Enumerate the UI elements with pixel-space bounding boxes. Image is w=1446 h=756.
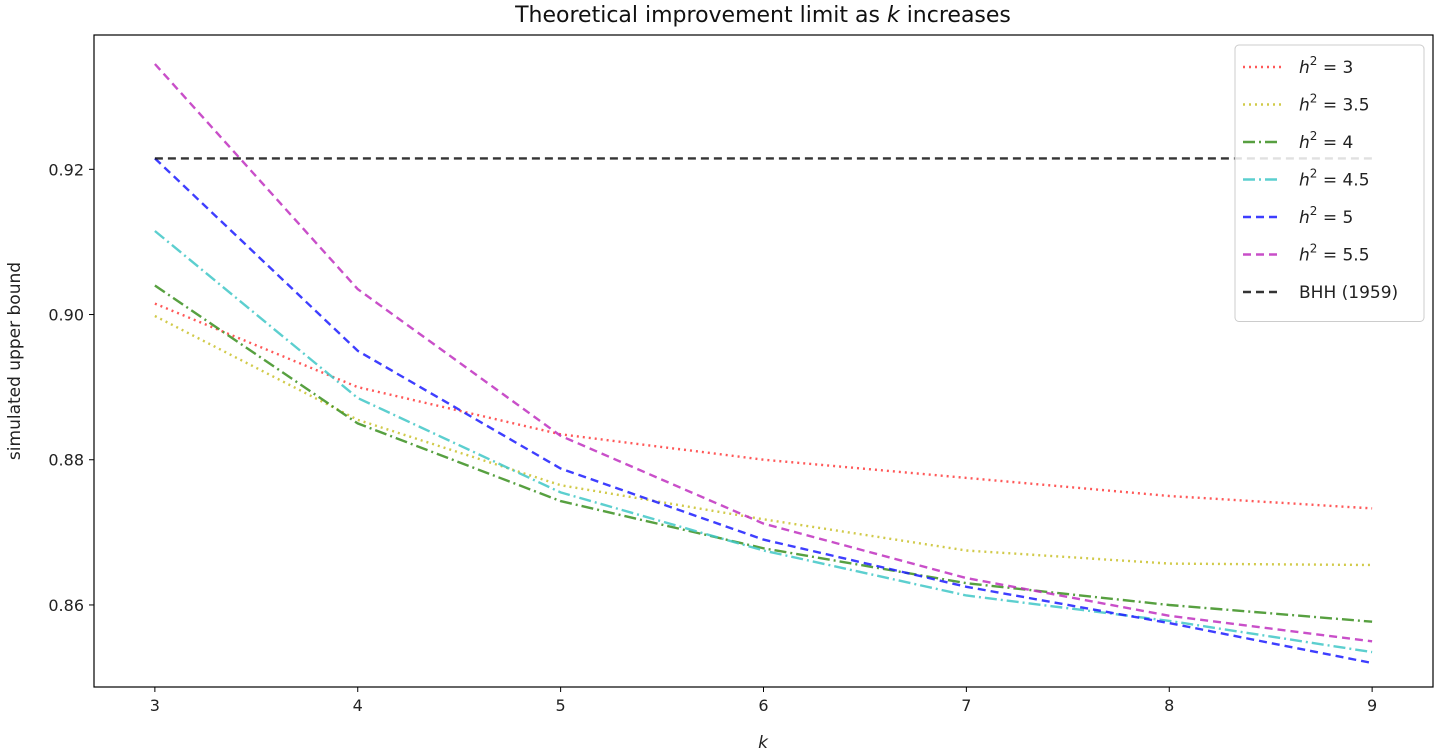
- y-axis-label: simulated upper bound: [5, 262, 25, 460]
- y-tick-label: 0.88: [48, 451, 84, 470]
- legend: h2 = 3 h2 = 3.5 h2 = 4 h2 = 4.5 h2 = 5 h2 = 5…: [1234, 44, 1425, 322]
- series-line-5: [154, 63, 1373, 643]
- legend-label: h2 = 5: [1299, 204, 1353, 228]
- x-tick-label: 4: [353, 696, 363, 715]
- legend-label: h2 = 3: [1299, 54, 1353, 78]
- legend-label: h2 = 3.5: [1299, 92, 1370, 116]
- series-line-3: [154, 230, 1373, 654]
- chart-title: Theoretical improvement limit as k incre…: [514, 3, 1011, 28]
- legend-label: h2 = 4.5: [1299, 167, 1370, 191]
- series-line-0: [154, 302, 1373, 510]
- legend-label: h2 = 4: [1299, 129, 1353, 153]
- legend-box: [1234, 44, 1425, 322]
- y-tick-label: 0.92: [48, 160, 84, 179]
- x-tick-label: 8: [1164, 696, 1174, 715]
- x-tick-label: 6: [758, 696, 768, 715]
- legend-label: BHH (1959): [1299, 283, 1398, 303]
- x-axis-label: k: [758, 733, 769, 753]
- y-tick-label: 0.90: [48, 306, 84, 325]
- series-line-2: [154, 284, 1373, 623]
- x-tick-label: 3: [150, 696, 160, 715]
- x-axis-ticks: 3 4 5 6 7 8 9: [150, 687, 1377, 715]
- legend-label: h2 = 5.5: [1299, 242, 1370, 266]
- series-line-1: [154, 314, 1373, 567]
- x-tick-label: 7: [961, 696, 971, 715]
- y-axis-ticks: 0.86 0.88 0.90 0.92: [48, 160, 94, 615]
- x-tick-label: 5: [556, 696, 566, 715]
- x-tick-label: 9: [1367, 696, 1377, 715]
- series-lines: [154, 63, 1373, 665]
- series-line-4: [154, 157, 1373, 665]
- y-tick-label: 0.86: [48, 596, 84, 615]
